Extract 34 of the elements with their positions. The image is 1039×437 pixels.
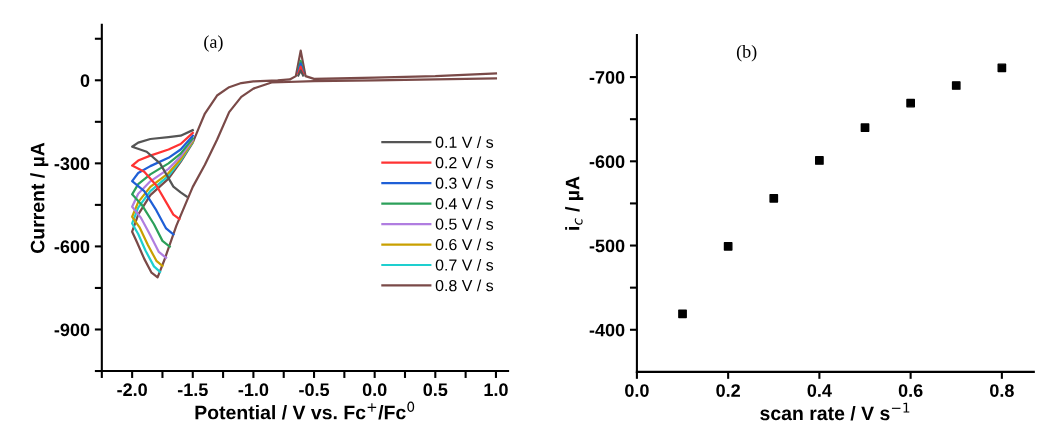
x-tick-label: 1.0 <box>484 383 508 397</box>
y-tick-label: -700 <box>589 71 625 84</box>
x-tick-label: 0.0 <box>362 383 387 397</box>
annotation: (a) <box>204 35 223 52</box>
y-axis-title: i$_{c}$ / µA <box>565 176 584 230</box>
legend-label: 0.8 V / s <box>435 279 494 292</box>
legend-label: 0.2 V / s <box>435 156 494 169</box>
y-tick-label: -900 <box>54 323 90 337</box>
x-tick-label: 0.5 <box>423 383 448 397</box>
x-tick-label: 0.2 <box>716 384 740 397</box>
y-tick-label: -500 <box>589 239 625 253</box>
y-tick-label: -400 <box>589 323 625 337</box>
y-tick-label: 0 <box>80 74 90 88</box>
y-tick-label: -600 <box>54 240 90 254</box>
x-axis-title: Potential / V vs. Fc$^{+}$/Fc$^{0}$ <box>195 401 415 420</box>
legend-label: 0.4 V / s <box>435 197 494 210</box>
legend-label: 0.1 V / s <box>435 136 494 148</box>
y-tick-label: -300 <box>54 157 90 171</box>
legend-label: 0.6 V / s <box>435 238 494 251</box>
x-tick-label: -1.0 <box>238 383 269 397</box>
x-tick-label: 0.6 <box>898 384 923 397</box>
x-tick-label: 0.4 <box>807 384 832 397</box>
y-tick-label: -600 <box>589 155 625 169</box>
annotation: (b) <box>736 45 757 62</box>
y-axis-title: Current / µA <box>30 142 49 253</box>
legend-label: 0.5 V / s <box>435 218 494 230</box>
x-tick-label: 0.8 <box>990 384 1014 397</box>
x-tick-label: -0.5 <box>299 383 330 397</box>
x-axis-title: scan rate / V s$^{−1}$ <box>760 402 910 421</box>
legend-label: 0.7 V / s <box>435 259 494 271</box>
x-tick-label: 0.0 <box>625 384 649 397</box>
x-tick-label: -1.5 <box>177 383 208 397</box>
x-tick-label: -2.0 <box>117 383 147 397</box>
legend-label: 0.3 V / s <box>435 177 494 189</box>
